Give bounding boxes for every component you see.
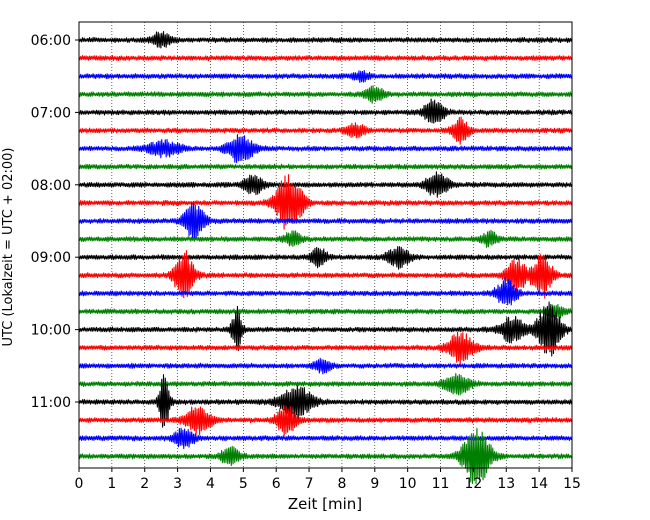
- x-tick-label: 8: [337, 476, 346, 492]
- trace-1015: [78, 331, 573, 366]
- x-tick-label: 2: [140, 476, 149, 492]
- x-tick-label: 4: [206, 476, 215, 492]
- trace-1030: [78, 357, 573, 375]
- seismic-traces: [78, 30, 573, 485]
- x-tick-label: 9: [370, 476, 379, 492]
- trace-0645: [78, 85, 573, 104]
- trace-0815: [78, 174, 573, 230]
- trace-0830: [78, 202, 573, 242]
- x-tick-label: 14: [530, 476, 548, 492]
- trace-0615: [78, 54, 573, 62]
- y-tick-label: 06:00: [31, 33, 71, 49]
- x-tick-label: 0: [75, 476, 84, 492]
- trace-0745: [78, 163, 573, 170]
- y-tick-label: 07:00: [31, 105, 71, 121]
- x-tick-label: 13: [497, 476, 515, 492]
- grid-lines: [111, 22, 540, 468]
- trace-0700: [78, 98, 573, 124]
- y-axis-label: UTC (Lokalzeit = UTC + 02:00): [1, 148, 16, 347]
- x-axis-ticks: 0 1 2 3 4 5 6 7 8 9 10 11 12 13 14 15: [75, 468, 581, 492]
- x-axis-label: Zeit [min]: [288, 495, 362, 513]
- y-tick-label: 11:00: [31, 395, 71, 411]
- trace-0800: [78, 171, 573, 198]
- trace-0715: [78, 116, 573, 145]
- trace-0900: [78, 246, 573, 270]
- y-tick-label: 08:00: [31, 178, 71, 194]
- trace-0915: [78, 250, 573, 299]
- y-axis-ticks: 06:00 07:00 08:00 09:00 10:00 11:00: [31, 33, 79, 411]
- x-tick-label: 10: [399, 476, 417, 492]
- trace-1100: [78, 374, 573, 428]
- x-tick-label: 12: [464, 476, 482, 492]
- trace-1000: [78, 301, 573, 357]
- trace-0730: [78, 134, 573, 164]
- trace-1130: [78, 427, 573, 450]
- trace-1115: [78, 405, 573, 437]
- x-tick-label: 6: [272, 476, 281, 492]
- x-tick-label: 15: [563, 476, 581, 492]
- trace-1145: [78, 427, 573, 485]
- trace-0930: [78, 276, 573, 306]
- x-tick-label: 1: [107, 476, 116, 492]
- trace-0600: [78, 30, 573, 49]
- y-tick-label: 09:00: [31, 250, 71, 266]
- y-tick-label: 10:00: [31, 323, 71, 339]
- trace-0945: [78, 304, 573, 321]
- x-tick-label: 5: [239, 476, 248, 492]
- trace-0630: [78, 70, 573, 83]
- plot-frame: [78, 21, 573, 469]
- x-tick-label: 11: [432, 476, 450, 492]
- x-tick-label: 7: [305, 476, 314, 492]
- x-tick-label: 3: [173, 476, 182, 492]
- trace-0845: [78, 229, 573, 248]
